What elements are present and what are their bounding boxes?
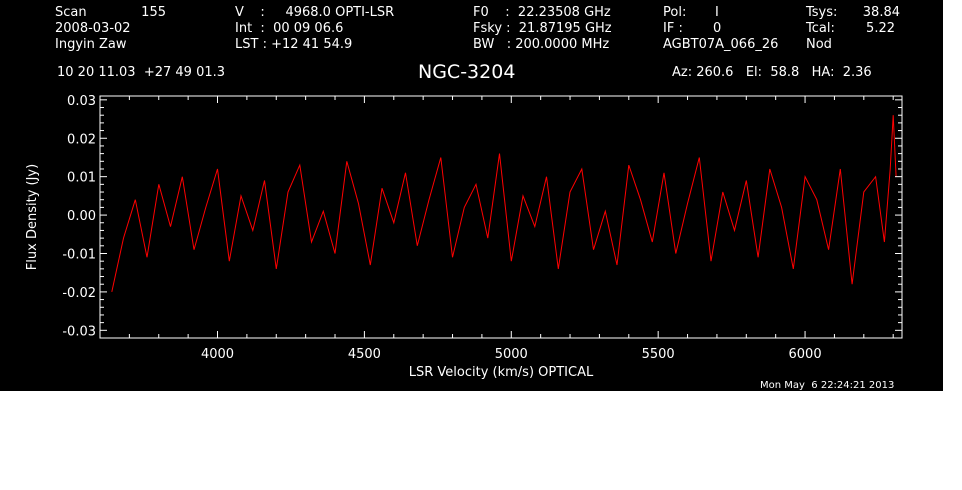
fsky-line: Fsky : 21.87195 GHz	[473, 21, 612, 36]
y-tick-label: -0.03	[62, 324, 96, 339]
spectrum-plot-panel: Scan 155 2008-03-02 Ingyin Zaw 10 20 11.…	[0, 0, 943, 391]
pol-value: I	[715, 5, 719, 20]
plot-title: NGC-3204	[418, 61, 516, 83]
if-label: IF :	[663, 21, 683, 36]
tsys-value: 38.84	[862, 5, 900, 20]
if-value: 0	[713, 21, 722, 36]
y-tick-label: -0.02	[62, 286, 96, 301]
observation-date: 2008-03-02	[55, 21, 131, 36]
spectrum-chart: 4000 4500 5000 5500 6000 -0.03 -0.02 -0.01 0.00 0…	[25, 94, 903, 380]
project-id: AGBT07A_066_26	[663, 37, 779, 52]
x-tick-label: 5000	[495, 347, 528, 362]
x-tick-label: 5500	[642, 347, 675, 362]
tsys-label: Tsys:	[806, 5, 838, 20]
y-tick-label: 0.00	[67, 209, 96, 224]
source-coordinates: 10 20 11.03 +27 49 01.3	[57, 65, 226, 80]
integration-line: Int : 00 09 06.6	[235, 21, 344, 36]
series-line	[111, 115, 897, 293]
scan-label: Scan	[55, 5, 87, 20]
y-tick-label: 0.01	[67, 171, 96, 186]
nod-label: Nod	[806, 37, 832, 52]
timestamp: Mon May 6 22:24:21 2013	[760, 380, 895, 391]
velocity-line: V : 4968.0 OPTI-LSR	[235, 5, 395, 20]
tcal-label: Tcal:	[806, 21, 835, 36]
scan-value: 155	[141, 5, 166, 20]
x-tick-label: 6000	[789, 347, 822, 362]
lst-line: LST : +12 41 54.9	[235, 37, 353, 52]
x-tick-label: 4500	[348, 347, 381, 362]
f0-line: F0 : 22.23508 GHz	[473, 5, 611, 20]
bandwidth-line: BW : 200.0000 MHz	[473, 37, 610, 52]
plot-frame	[99, 95, 903, 339]
y-axis-label: Flux Density (Jy)	[25, 164, 40, 270]
pointing-line: Az: 260.6 El: 58.8 HA: 2.36	[672, 65, 872, 80]
y-tick-label: 0.02	[67, 132, 96, 147]
y-tick-label: 0.03	[67, 94, 96, 109]
tcal-value: 5.22	[866, 21, 895, 36]
pol-label: Pol:	[663, 5, 687, 20]
x-axis-label: LSR Velocity (km/s) OPTICAL	[409, 365, 594, 380]
x-tick-label: 4000	[201, 347, 234, 362]
observer-name: Ingyin Zaw	[55, 37, 127, 52]
y-tick-label: -0.01	[62, 247, 96, 262]
